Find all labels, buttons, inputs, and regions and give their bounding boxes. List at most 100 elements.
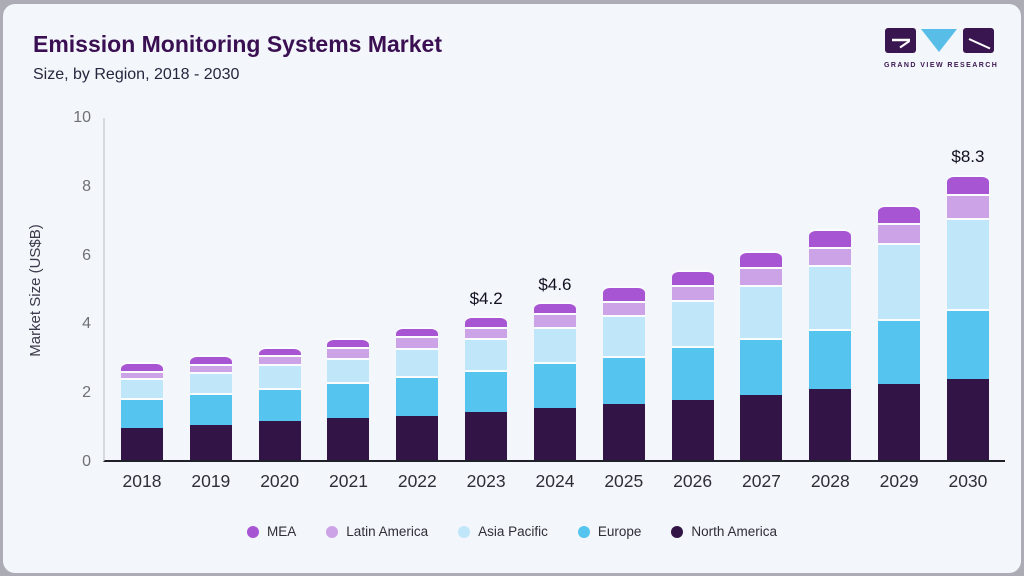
- bar-2028[interactable]: 2028: [809, 118, 852, 491]
- segment-latin-america[interactable]: [809, 246, 852, 266]
- legend-item-north-america[interactable]: North America: [671, 524, 777, 539]
- segment-europe[interactable]: [878, 318, 921, 384]
- segment-europe[interactable]: [396, 376, 439, 416]
- bar-2030[interactable]: 2030 $8.3: [946, 118, 989, 491]
- segment-europe[interactable]: [946, 308, 989, 380]
- segment-latin-america[interactable]: [602, 300, 645, 315]
- gvr-logo-text: GRAND VIEW RESEARCH: [884, 62, 999, 69]
- segment-north-america[interactable]: [189, 425, 232, 460]
- segment-asia-pacific[interactable]: [327, 357, 370, 383]
- segment-asia-pacific[interactable]: [602, 314, 645, 357]
- x-tick-label: 2022: [397, 471, 437, 491]
- segment-europe[interactable]: [189, 392, 232, 426]
- report-card: Emission Monitoring Systems Market Size,…: [3, 4, 1021, 573]
- segment-mea[interactable]: [671, 270, 714, 285]
- legend-label: MEA: [267, 524, 297, 539]
- legend-dot: [247, 525, 260, 538]
- segment-europe[interactable]: [602, 356, 645, 404]
- segment-mea[interactable]: [465, 315, 508, 327]
- segment-asia-pacific[interactable]: [740, 285, 783, 338]
- segment-latin-america[interactable]: [465, 326, 508, 339]
- segment-asia-pacific[interactable]: [533, 326, 576, 362]
- bar-2021[interactable]: 2021: [327, 118, 370, 491]
- segment-europe[interactable]: [740, 337, 783, 395]
- segment-north-america[interactable]: [258, 421, 301, 460]
- segment-mea[interactable]: [396, 326, 439, 337]
- bar-2020[interactable]: 2020: [258, 118, 301, 491]
- segment-north-america[interactable]: [396, 415, 439, 460]
- segment-north-america[interactable]: [671, 399, 714, 460]
- segment-latin-america[interactable]: [396, 336, 439, 348]
- segment-asia-pacific[interactable]: [396, 347, 439, 377]
- bar-2019[interactable]: 2019: [189, 118, 232, 491]
- segment-north-america[interactable]: [602, 403, 645, 460]
- segment-asia-pacific[interactable]: [465, 338, 508, 370]
- segment-north-america[interactable]: [740, 394, 783, 460]
- segment-mea[interactable]: [327, 337, 370, 348]
- segment-latin-america[interactable]: [740, 266, 783, 286]
- bar-2027[interactable]: 2027: [740, 118, 783, 491]
- segment-north-america[interactable]: [809, 388, 852, 460]
- bar-2023[interactable]: 2023 $4.2: [465, 118, 508, 491]
- segment-mea[interactable]: [602, 286, 645, 301]
- segment-asia-pacific[interactable]: [671, 299, 714, 346]
- segment-latin-america[interactable]: [121, 370, 163, 379]
- segment-latin-america[interactable]: [533, 313, 576, 327]
- segment-latin-america[interactable]: [327, 347, 370, 358]
- bar-2018[interactable]: 2018: [121, 118, 163, 491]
- segment-latin-america[interactable]: [671, 284, 714, 300]
- segment-asia-pacific[interactable]: [946, 217, 989, 309]
- bar-2025[interactable]: 2025: [602, 118, 645, 491]
- grand-view-research-logo: GRAND VIEW RESEARCH: [884, 28, 999, 69]
- segment-north-america[interactable]: [465, 411, 508, 460]
- segment-mea[interactable]: [258, 346, 301, 356]
- segment-mea[interactable]: [189, 354, 232, 365]
- segment-latin-america[interactable]: [189, 364, 232, 372]
- y-axis-title-wrap: Market Size (US$B): [23, 118, 47, 462]
- segment-europe[interactable]: [671, 345, 714, 400]
- segment-latin-america[interactable]: [258, 355, 301, 365]
- y-tick-label: 10: [73, 109, 91, 126]
- bar-2026[interactable]: 2026: [671, 118, 714, 491]
- segment-mea[interactable]: [533, 301, 576, 314]
- segment-europe[interactable]: [258, 387, 301, 422]
- chart-legend: MEA Latin America Asia Pacific Europe North …: [3, 524, 1021, 539]
- segment-mea[interactable]: [878, 205, 921, 223]
- segment-europe[interactable]: [121, 398, 163, 429]
- segment-mea[interactable]: [121, 362, 163, 371]
- segment-asia-pacific[interactable]: [809, 265, 852, 329]
- value-label-2024: $4.6: [538, 274, 572, 294]
- segment-europe[interactable]: [465, 369, 508, 412]
- bar-2024[interactable]: 2024 $4.6: [533, 118, 576, 491]
- value-label-2030: $8.3: [951, 147, 985, 167]
- segment-asia-pacific[interactable]: [189, 371, 232, 393]
- segment-latin-america[interactable]: [946, 194, 989, 218]
- segment-north-america[interactable]: [533, 407, 576, 460]
- bar-2029[interactable]: 2029: [878, 118, 921, 491]
- page-subtitle: Size, by Region, 2018 - 2030: [33, 66, 240, 83]
- legend-item-mea[interactable]: MEA: [247, 524, 296, 539]
- segment-asia-pacific[interactable]: [258, 364, 301, 388]
- segment-north-america[interactable]: [327, 418, 370, 460]
- x-tick-label: 2021: [329, 471, 368, 491]
- page-title: Emission Monitoring Systems Market: [33, 31, 442, 57]
- segment-latin-america[interactable]: [878, 222, 921, 244]
- legend-item-europe[interactable]: Europe: [577, 524, 641, 539]
- segment-mea[interactable]: [946, 174, 989, 195]
- x-tick-label: 2028: [810, 471, 850, 491]
- x-tick-label: 2025: [604, 471, 644, 491]
- segment-europe[interactable]: [809, 328, 852, 389]
- legend-item-asia-pacific[interactable]: Asia Pacific: [458, 524, 548, 539]
- segment-europe[interactable]: [533, 361, 576, 408]
- segment-north-america[interactable]: [946, 379, 989, 460]
- segment-europe[interactable]: [327, 382, 370, 419]
- segment-mea[interactable]: [809, 228, 852, 247]
- segment-asia-pacific[interactable]: [121, 378, 163, 399]
- segment-asia-pacific[interactable]: [878, 243, 921, 319]
- bar-2022[interactable]: 2022: [396, 118, 439, 491]
- segment-north-america[interactable]: [121, 428, 163, 460]
- segment-mea[interactable]: [740, 251, 783, 267]
- x-tick-label: 2023: [466, 471, 506, 491]
- legend-item-latin-america[interactable]: Latin America: [326, 524, 428, 539]
- segment-north-america[interactable]: [878, 383, 921, 460]
